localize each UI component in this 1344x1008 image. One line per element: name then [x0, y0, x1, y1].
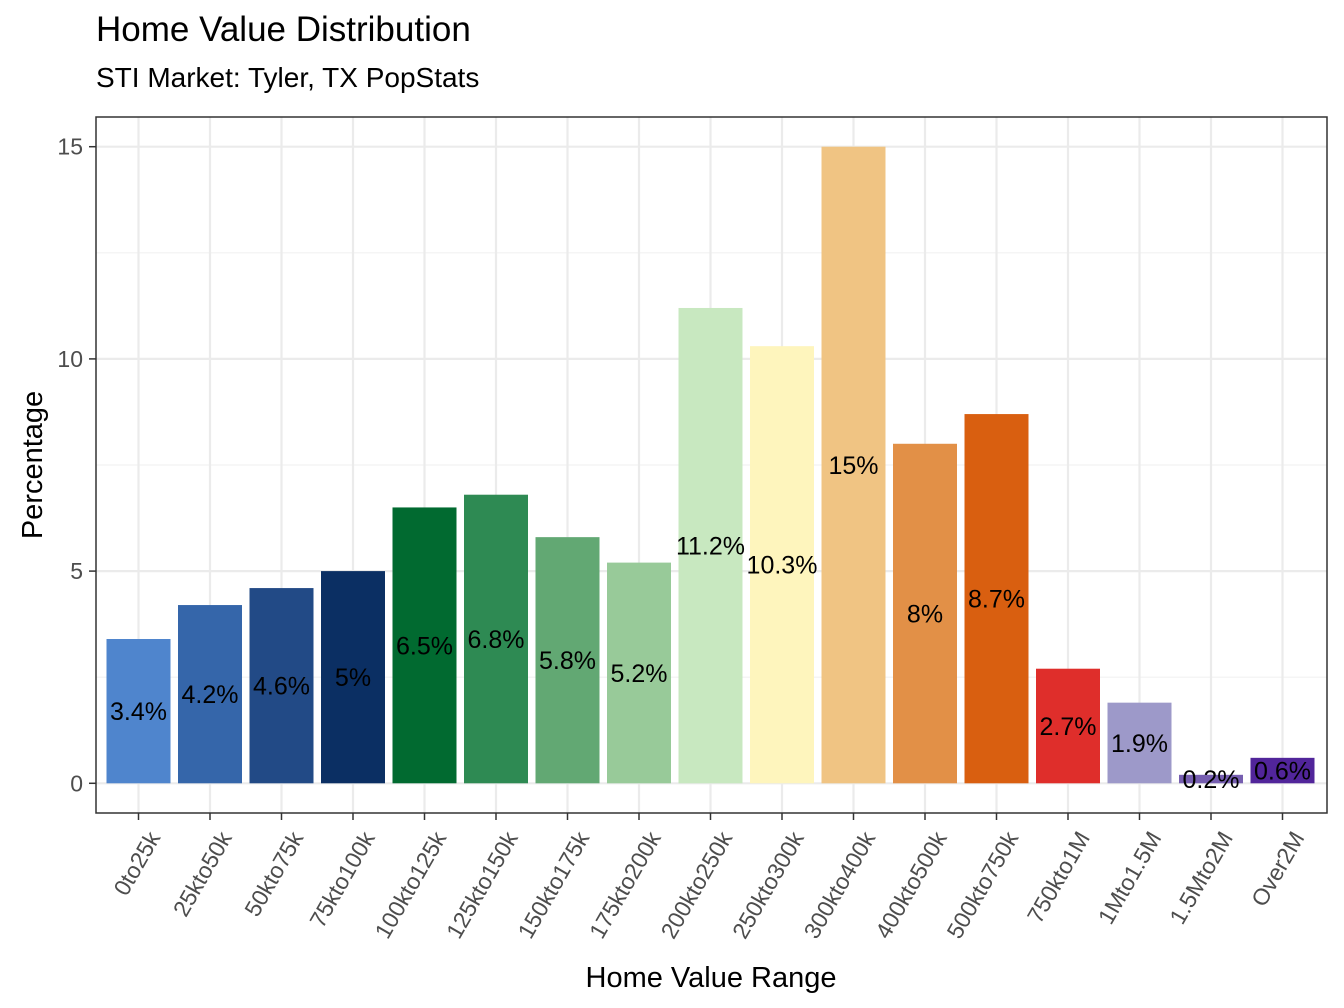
bar [1250, 757, 1315, 784]
x-tick-label: 500kto750k [941, 826, 1023, 942]
y-axis-title: Percentage [17, 391, 49, 539]
x-tick-label: 50kto75k [239, 826, 308, 920]
data-label: 8% [907, 601, 943, 629]
chart-title: Home Value Distribution [96, 10, 471, 49]
bar [392, 507, 457, 784]
bar [1036, 668, 1100, 784]
panel-border [95, 116, 1328, 814]
x-tick-label: Over2M [1246, 827, 1309, 911]
data-label: 6.8% [468, 626, 525, 654]
data-label: 5.2% [611, 660, 668, 688]
bar [321, 571, 385, 784]
bar [750, 346, 814, 784]
bar [821, 146, 886, 784]
bar [893, 443, 957, 784]
x-tick-label: 25kto50k [168, 826, 237, 920]
x-tick-label: 400kto500k [870, 826, 952, 942]
bar [535, 537, 600, 784]
data-label: 5.8% [539, 647, 596, 675]
bar [249, 588, 314, 784]
x-tick-label: 0to25k [108, 826, 165, 899]
x-axis-title: Home Value Range [586, 962, 837, 994]
data-label: 5% [335, 664, 371, 692]
x-tick-label: 250kto300k [727, 826, 809, 942]
data-label: 10.3% [747, 552, 818, 580]
bar [964, 414, 1029, 784]
bar [678, 307, 743, 784]
data-label: 4.6% [253, 673, 310, 701]
x-tick-label: 1Mto1.5M [1093, 827, 1167, 929]
x-tick-label: 200kto250k [655, 826, 737, 942]
y-tick-label: 5 [70, 558, 83, 584]
data-label: 0.6% [1254, 758, 1311, 786]
x-tick-label: 175kto200k [584, 826, 666, 942]
x-tick-label: 125kto150k [441, 826, 523, 942]
bar [1179, 774, 1243, 784]
y-tick-label: 10 [57, 346, 83, 372]
x-tick-label: 100kto125k [369, 826, 451, 942]
bar [106, 639, 171, 784]
x-tick-label: 1.5Mto2M [1164, 827, 1238, 929]
x-tick-label: 150kto175k [512, 826, 594, 942]
bar [607, 562, 671, 784]
bars [106, 146, 1315, 784]
data-label: 3.4% [110, 698, 167, 726]
data-label: 6.5% [396, 632, 453, 660]
data-label: 4.2% [182, 681, 239, 709]
data-label: 11.2% [676, 533, 745, 561]
bar [464, 494, 528, 784]
bar [1107, 702, 1172, 784]
x-tick-label: 300kto400k [798, 826, 880, 942]
chart-subtitle: STI Market: Tyler, TX PopStats [96, 62, 480, 93]
x-tick-label: 750kto1M [1022, 827, 1095, 927]
y-tick-label: 15 [57, 134, 83, 160]
x-tick-label: 75kto100k [304, 826, 380, 931]
data-label: 15% [828, 452, 878, 480]
y-axis-ticks: 0 5 10 15 [57, 134, 96, 796]
data-label: 2.7% [1040, 713, 1097, 741]
data-label: 8.7% [968, 586, 1025, 614]
bar [178, 605, 242, 784]
data-labels: 3.4% 4.2% 4.6% 5% 6.5% 6.8% 5.8% 5.2% 11.2%10.3%… [110, 452, 1311, 794]
data-label: 0.2% [1183, 766, 1240, 794]
data-label: 1.9% [1111, 730, 1168, 758]
y-tick-label: 0 [70, 770, 83, 796]
x-axis-ticks: 0to25k 25kto50k 50kto75k75kto100k100kto125… [108, 813, 1309, 943]
